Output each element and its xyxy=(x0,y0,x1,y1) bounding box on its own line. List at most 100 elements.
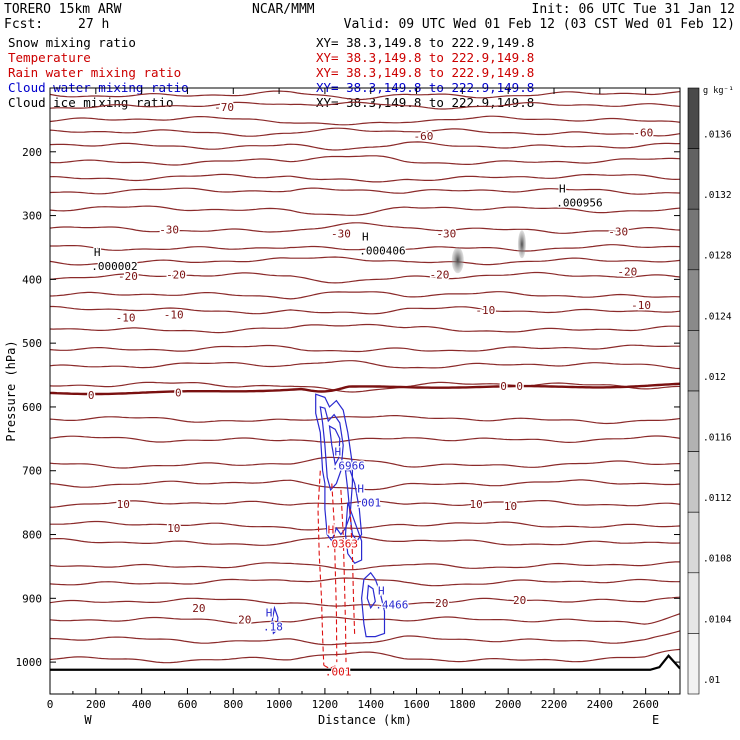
isotherm-label: -60 xyxy=(633,127,653,140)
extremum-value: .6966 xyxy=(332,459,365,472)
isotherm-label: 0 xyxy=(500,380,507,393)
colorbar-swatch xyxy=(687,208,700,271)
isotherm-line xyxy=(50,381,680,393)
legend-entry-name: Temperature xyxy=(8,50,91,65)
isotherm-label: -10 xyxy=(631,299,651,312)
extremum-mark: H xyxy=(266,607,273,620)
isotherm-label: 10 xyxy=(117,498,130,511)
isotherm-line xyxy=(50,535,680,546)
cloud-water-contour xyxy=(328,424,341,467)
isotherm-line xyxy=(50,256,680,266)
colorbar-swatch xyxy=(687,148,700,210)
cloud-ice-shaded xyxy=(517,230,526,259)
isotherm-label: -70 xyxy=(214,101,234,114)
colorbar-swatch xyxy=(687,330,700,392)
rain-water-contour xyxy=(349,508,356,637)
x-tick-label: 600 xyxy=(178,698,198,711)
isotherm-label: -10 xyxy=(116,312,136,325)
isotherm-label: 10 xyxy=(469,498,482,511)
isotherm-label: 10 xyxy=(167,522,180,535)
colorbar-swatch xyxy=(687,572,700,634)
extremum-mark: H xyxy=(94,246,101,259)
isotherm-line xyxy=(50,305,680,315)
model-title: TORERO 15km ARW xyxy=(4,2,122,17)
rain-water-contour xyxy=(340,489,347,663)
x-tick-label: 200 xyxy=(86,698,106,711)
x-end-left-label: W xyxy=(84,713,92,727)
colorbar-tick-label: .01 xyxy=(703,675,720,686)
isotherm-label: -30 xyxy=(608,226,628,239)
x-tick-label: 1400 xyxy=(357,698,384,711)
x-tick-label: 1200 xyxy=(312,698,339,711)
rain-water-contour xyxy=(323,664,338,670)
isotherm-label: 0 xyxy=(88,389,95,402)
init-time: Init: 06 UTC Tue 31 Jan 12 xyxy=(532,2,736,17)
isotherm-line xyxy=(50,90,680,101)
isotherm-line xyxy=(50,323,680,334)
extremum-value: .000406 xyxy=(359,244,405,257)
isotherm-line xyxy=(50,500,680,508)
colorbar-tick-label: .0136 xyxy=(703,129,732,140)
isotherm-line xyxy=(50,205,680,216)
isotherm-label: -30 xyxy=(436,227,456,240)
center-title: NCAR/MMM xyxy=(252,2,315,17)
isotherm-line xyxy=(50,577,680,587)
colorbar-swatch xyxy=(687,511,700,574)
terrain-line xyxy=(50,654,680,671)
isotherm-label: -20 xyxy=(166,268,186,281)
isotherm-label: 0 xyxy=(175,386,182,399)
isotherm-label: -30 xyxy=(159,224,179,237)
isotherm-line xyxy=(50,344,680,353)
cloud-water-contour xyxy=(271,605,279,635)
isotherm-label: -20 xyxy=(617,266,637,279)
isotherm-label: -20 xyxy=(118,270,138,283)
isotherm-line xyxy=(50,173,680,183)
legend-entry-name: Cloud ice mixing ratio xyxy=(8,95,174,110)
x-tick-label: 2400 xyxy=(587,698,614,711)
isotherm-line xyxy=(50,456,680,469)
y-tick-label: 600 xyxy=(22,401,42,414)
isotherm-line xyxy=(50,561,680,571)
fcst-value: 27 h xyxy=(78,17,109,32)
colorbar-unit: g kg⁻¹ xyxy=(703,86,734,96)
y-tick-label: 700 xyxy=(22,465,42,478)
cloud-water-contour xyxy=(344,470,363,542)
rain-water-contour xyxy=(331,483,338,663)
cloud-ice-shaded xyxy=(451,247,464,274)
colorbar-tick-label: .012 xyxy=(703,372,726,383)
x-tick-label: 2600 xyxy=(632,698,659,711)
isotherm-line xyxy=(50,630,680,646)
x-tick-label: 2000 xyxy=(495,698,522,711)
x-tick-label: 1600 xyxy=(403,698,430,711)
y-tick-label: 200 xyxy=(22,146,42,159)
extremum-mark: H xyxy=(378,584,385,597)
isotherm-line xyxy=(50,435,680,444)
rain-water-contour xyxy=(317,470,325,666)
zero-isotherm-line xyxy=(50,382,680,396)
colorbar-tick-label: .0128 xyxy=(703,251,732,262)
x-tick-label: 800 xyxy=(223,698,243,711)
x-tick-label: 1800 xyxy=(449,698,476,711)
isotherm-label: 10 xyxy=(504,500,517,513)
cloud-water-contour xyxy=(319,406,344,492)
y-tick-label: 800 xyxy=(22,529,42,542)
isotherm-line xyxy=(50,244,680,252)
isotherm-line xyxy=(50,127,680,137)
plot-frame xyxy=(49,87,681,695)
colorbar-swatch xyxy=(687,269,700,331)
isotherm-label: -30 xyxy=(331,227,351,240)
y-tick-label: 400 xyxy=(22,273,42,286)
isotherm-line xyxy=(50,648,680,664)
plot-area: -70 -60 -60 -30 -30 -30 -30 -20 -20 -20 -20 -10 -10 -… xyxy=(4,87,681,727)
isotherm-line xyxy=(50,187,680,195)
contour-layer xyxy=(50,90,680,671)
isotherm-line xyxy=(50,596,680,607)
isotherm-line xyxy=(50,101,680,110)
isotherm-label: -60 xyxy=(413,130,433,143)
colorbar-tick-label: .0116 xyxy=(703,432,732,443)
extremum-value: .000002 xyxy=(91,260,137,273)
colorbar-tick-label: .0124 xyxy=(703,311,732,322)
legend-entry-xy: XY= 38.3,149.8 to 222.9,149.8 xyxy=(316,50,534,65)
extremum-mark: H xyxy=(357,482,364,495)
